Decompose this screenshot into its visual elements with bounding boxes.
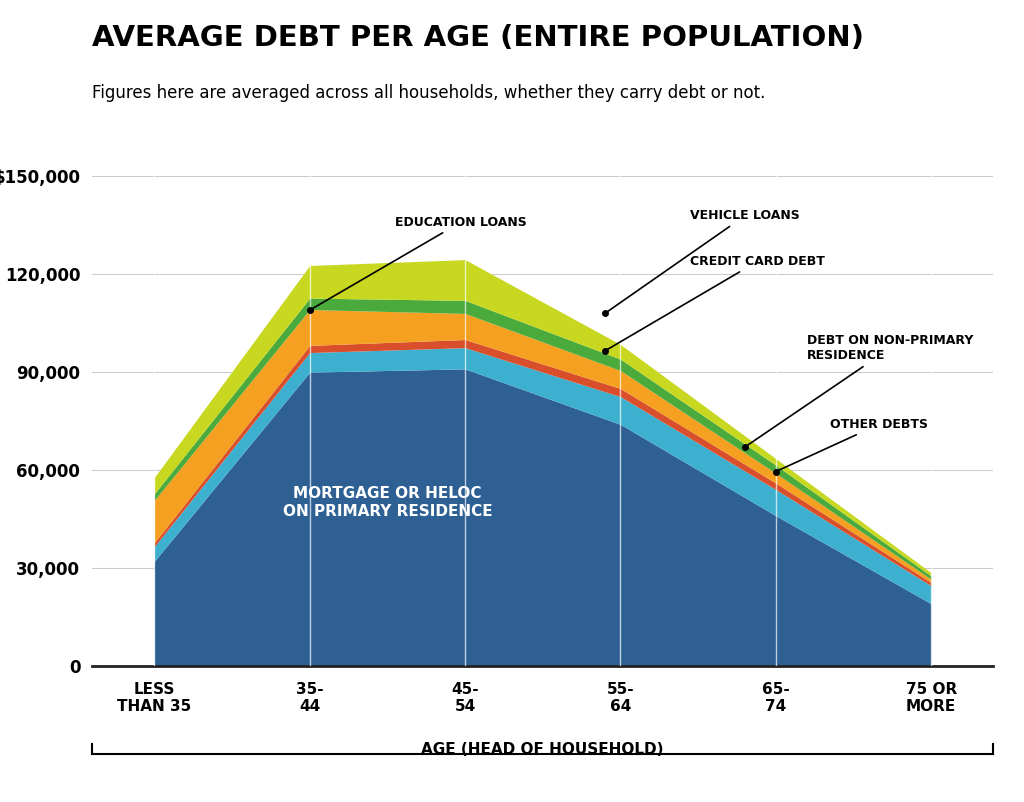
Text: EDUCATION LOANS: EDUCATION LOANS <box>312 216 527 309</box>
Text: DEBT ON NON-PRIMARY
RESIDENCE: DEBT ON NON-PRIMARY RESIDENCE <box>746 334 973 446</box>
Text: Figures here are averaged across all households, whether they carry debt or not.: Figures here are averaged across all hou… <box>92 84 766 102</box>
Text: AVERAGE DEBT PER AGE (ENTIRE POPULATION): AVERAGE DEBT PER AGE (ENTIRE POPULATION) <box>92 24 864 52</box>
Text: CREDIT CARD DEBT: CREDIT CARD DEBT <box>607 255 825 350</box>
Text: VEHICLE LOANS: VEHICLE LOANS <box>607 209 800 312</box>
Text: OTHER DEBTS: OTHER DEBTS <box>778 418 928 471</box>
Text: MORTGAGE OR HELOC
ON PRIMARY RESIDENCE: MORTGAGE OR HELOC ON PRIMARY RESIDENCE <box>283 486 493 519</box>
Text: AGE (HEAD OF HOUSEHOLD): AGE (HEAD OF HOUSEHOLD) <box>422 742 664 757</box>
